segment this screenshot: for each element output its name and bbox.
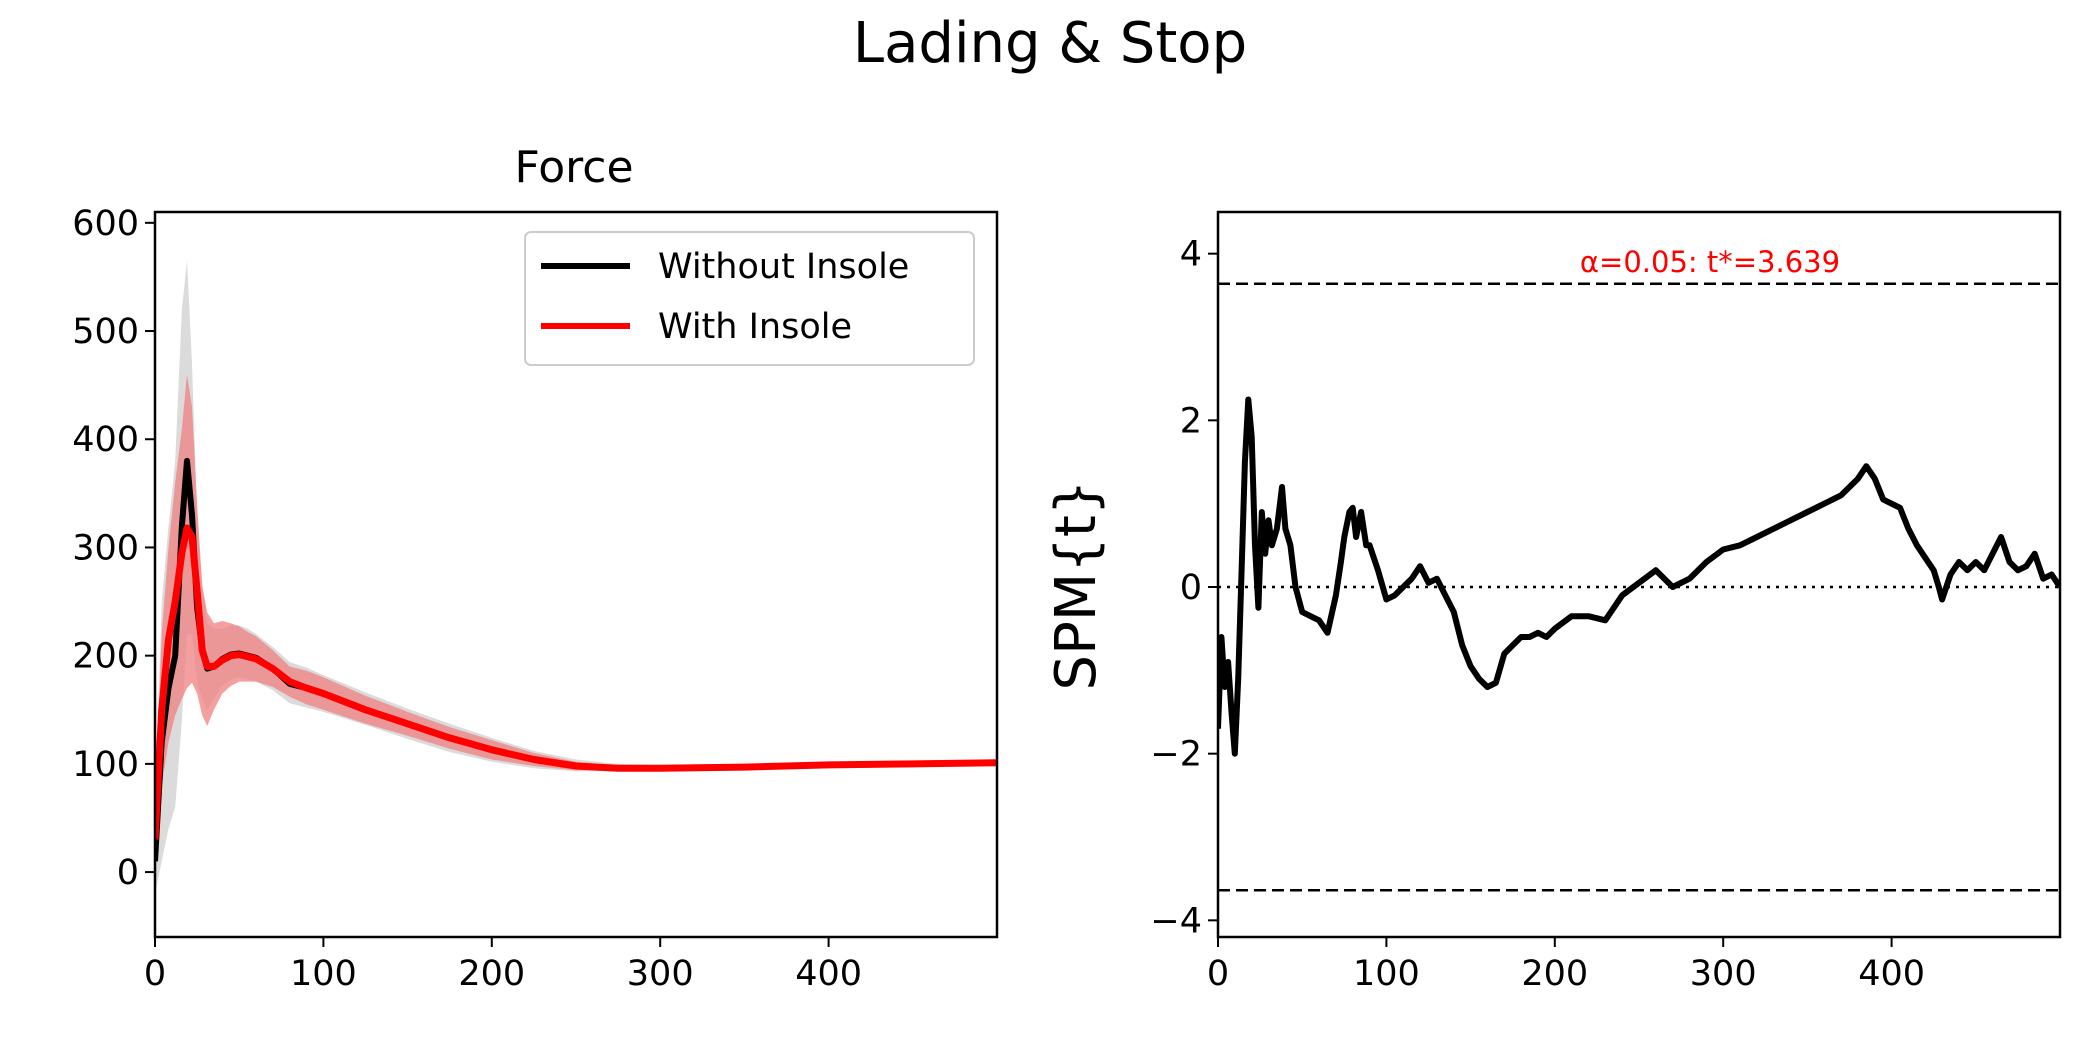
spm-y-tick-label: 2 [1180,401,1202,441]
force-plot-area: 0 100 200 300 400 0 100 200 300 400 500 600 Without … [72,204,999,994]
force-legend-box [524,231,975,366]
force-y-tick-label: 500 [72,312,139,352]
spm-x-tick-label: 300 [1690,954,1757,994]
spm-t-curve [1218,396,2060,757]
force-y-tick-label: 600 [72,204,139,244]
force-y-tick-label: 300 [72,528,139,568]
force-x-tick-label: 200 [458,954,525,994]
force-x-tick-label: 400 [795,954,862,994]
spm-x-tick-label: 0 [1207,954,1229,994]
force-band-with-insole [155,374,997,873]
spm-y-tick-label: 0 [1180,568,1202,608]
force-y-tick-label: 200 [72,637,139,677]
spm-axes-frame [1216,210,2062,939]
spm-y-tick-label: 4 [1180,235,1202,275]
force-y-tick-label: 0 [117,853,139,893]
force-y-tick-label: 400 [72,420,139,460]
force-x-tick-label: 300 [627,954,694,994]
spm-x-tick-label: 100 [1353,954,1420,994]
spm-x-tick-label: 400 [1858,954,1925,994]
spm-y-tick-label: −4 [1150,901,1202,941]
figure-title: Lading & Stop [853,11,1247,76]
force-axes-frame [153,210,999,939]
spm-x-tick-label: 200 [1521,954,1588,994]
force-panel: Force 0 100 200 300 400 0 100 200 300 400 500 600 Wi… [72,142,999,994]
spm-y-axis-label: SPM{t} [1044,480,1109,691]
spm-plot-area: 0 100 200 300 400 −4 −2 0 2 4 α=0.05: t*=3.639 [1150,210,2062,994]
spm-threshold-label: α=0.05: t*=3.639 [1580,245,1840,279]
spm-panel: SPM{t} 0 100 200 300 400 −4 −2 0 2 4 α=0.05: t*=3.… [1044,210,2062,994]
force-y-tick-label: 100 [72,745,139,785]
spm-data-layer [1218,282,2060,892]
force-panel-title: Force [514,142,633,193]
force-legend-label: Without Insole [658,247,909,287]
force-data-layer [155,260,997,894]
force-x-tick-label: 100 [290,954,357,994]
force-legend-label: With Insole [658,307,852,347]
force-x-tick-label: 0 [144,954,166,994]
force-legend: Without Insole With Insole [524,231,975,366]
spm-y-tick-label: −2 [1150,735,1202,775]
force-mean-with-insole [155,524,997,840]
